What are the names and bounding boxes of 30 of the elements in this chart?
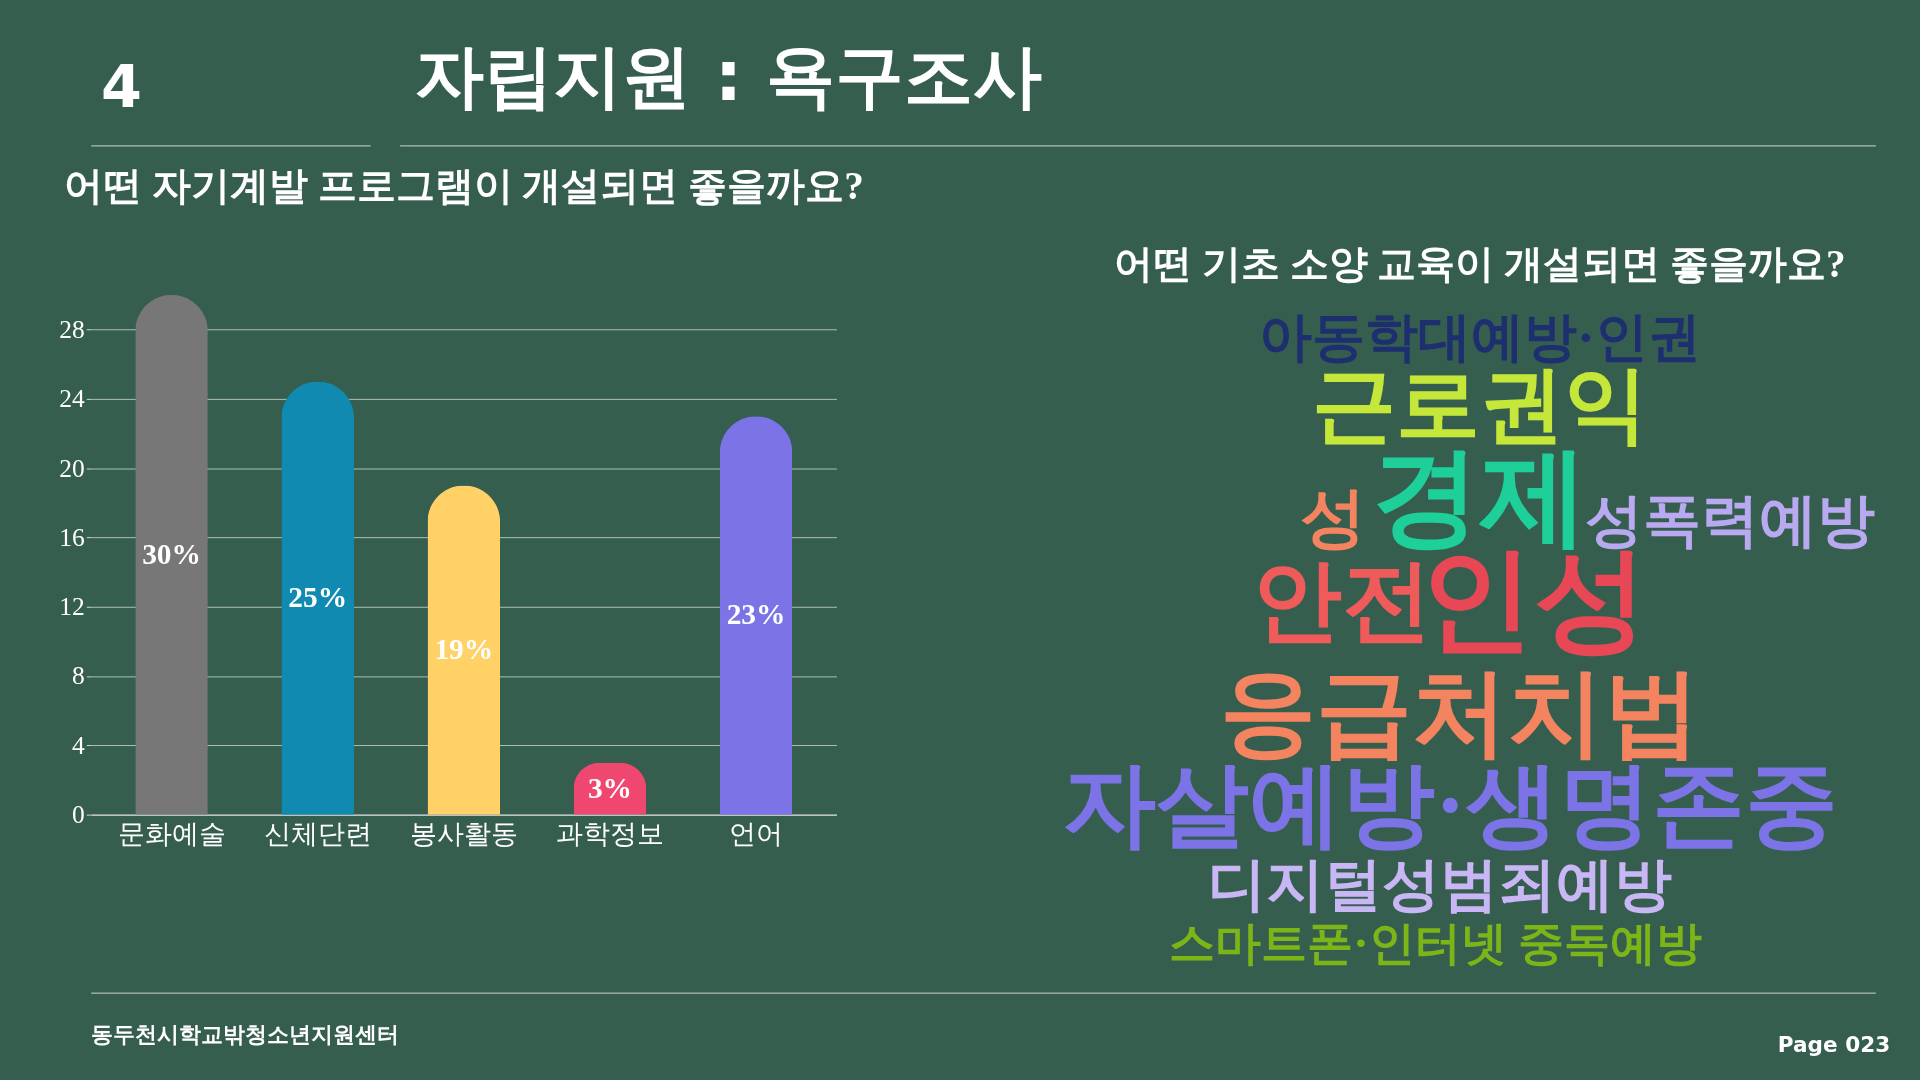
x-tick-label: 봉사활동 xyxy=(409,818,518,849)
y-tick-label: 28 xyxy=(59,314,85,344)
bar xyxy=(281,381,354,815)
data-label: 30% xyxy=(142,537,201,570)
bar xyxy=(135,294,208,815)
text: 자립지원 : 욕구조사 xyxy=(414,35,1043,116)
data-label: 25% xyxy=(288,580,348,613)
y-tick-label: 8 xyxy=(72,661,85,691)
data-label: 23% xyxy=(726,598,786,631)
y-tick-label: 12 xyxy=(59,592,85,622)
bar xyxy=(719,416,793,815)
bar xyxy=(427,485,501,815)
y-tick-label: 16 xyxy=(59,522,85,552)
x-tick-label: 문화예술 xyxy=(117,818,226,849)
y-tick-label: 0 xyxy=(72,800,85,829)
text: 동두천시학교밖청소년지원센터 xyxy=(91,1022,400,1048)
y-tick-label: 24 xyxy=(59,384,86,414)
data-label: 3% xyxy=(587,771,632,804)
data-label: 19% xyxy=(434,632,494,665)
category-label: 스마트폰·인터넷 중독예방 xyxy=(1169,917,1703,969)
x-tick-label: 언어 xyxy=(729,818,784,849)
text: Page 023 xyxy=(1777,1031,1891,1057)
x-tick-label: 과학정보 xyxy=(555,818,664,849)
y-tick-label: 20 xyxy=(59,453,85,483)
x-tick-label: 신체단련 xyxy=(263,818,372,849)
y-tick-label: 4 xyxy=(72,730,86,760)
text: 어떤 기초 소양 교육이 개설되면 좋을까요? xyxy=(1113,242,1846,286)
category-label: 디지털성범죄예방 xyxy=(1208,851,1673,917)
chart-title: 어떤 자기계발 프로그램이 개설되면 좋을까요? xyxy=(63,163,864,207)
category-label: 성 xyxy=(1299,481,1366,555)
